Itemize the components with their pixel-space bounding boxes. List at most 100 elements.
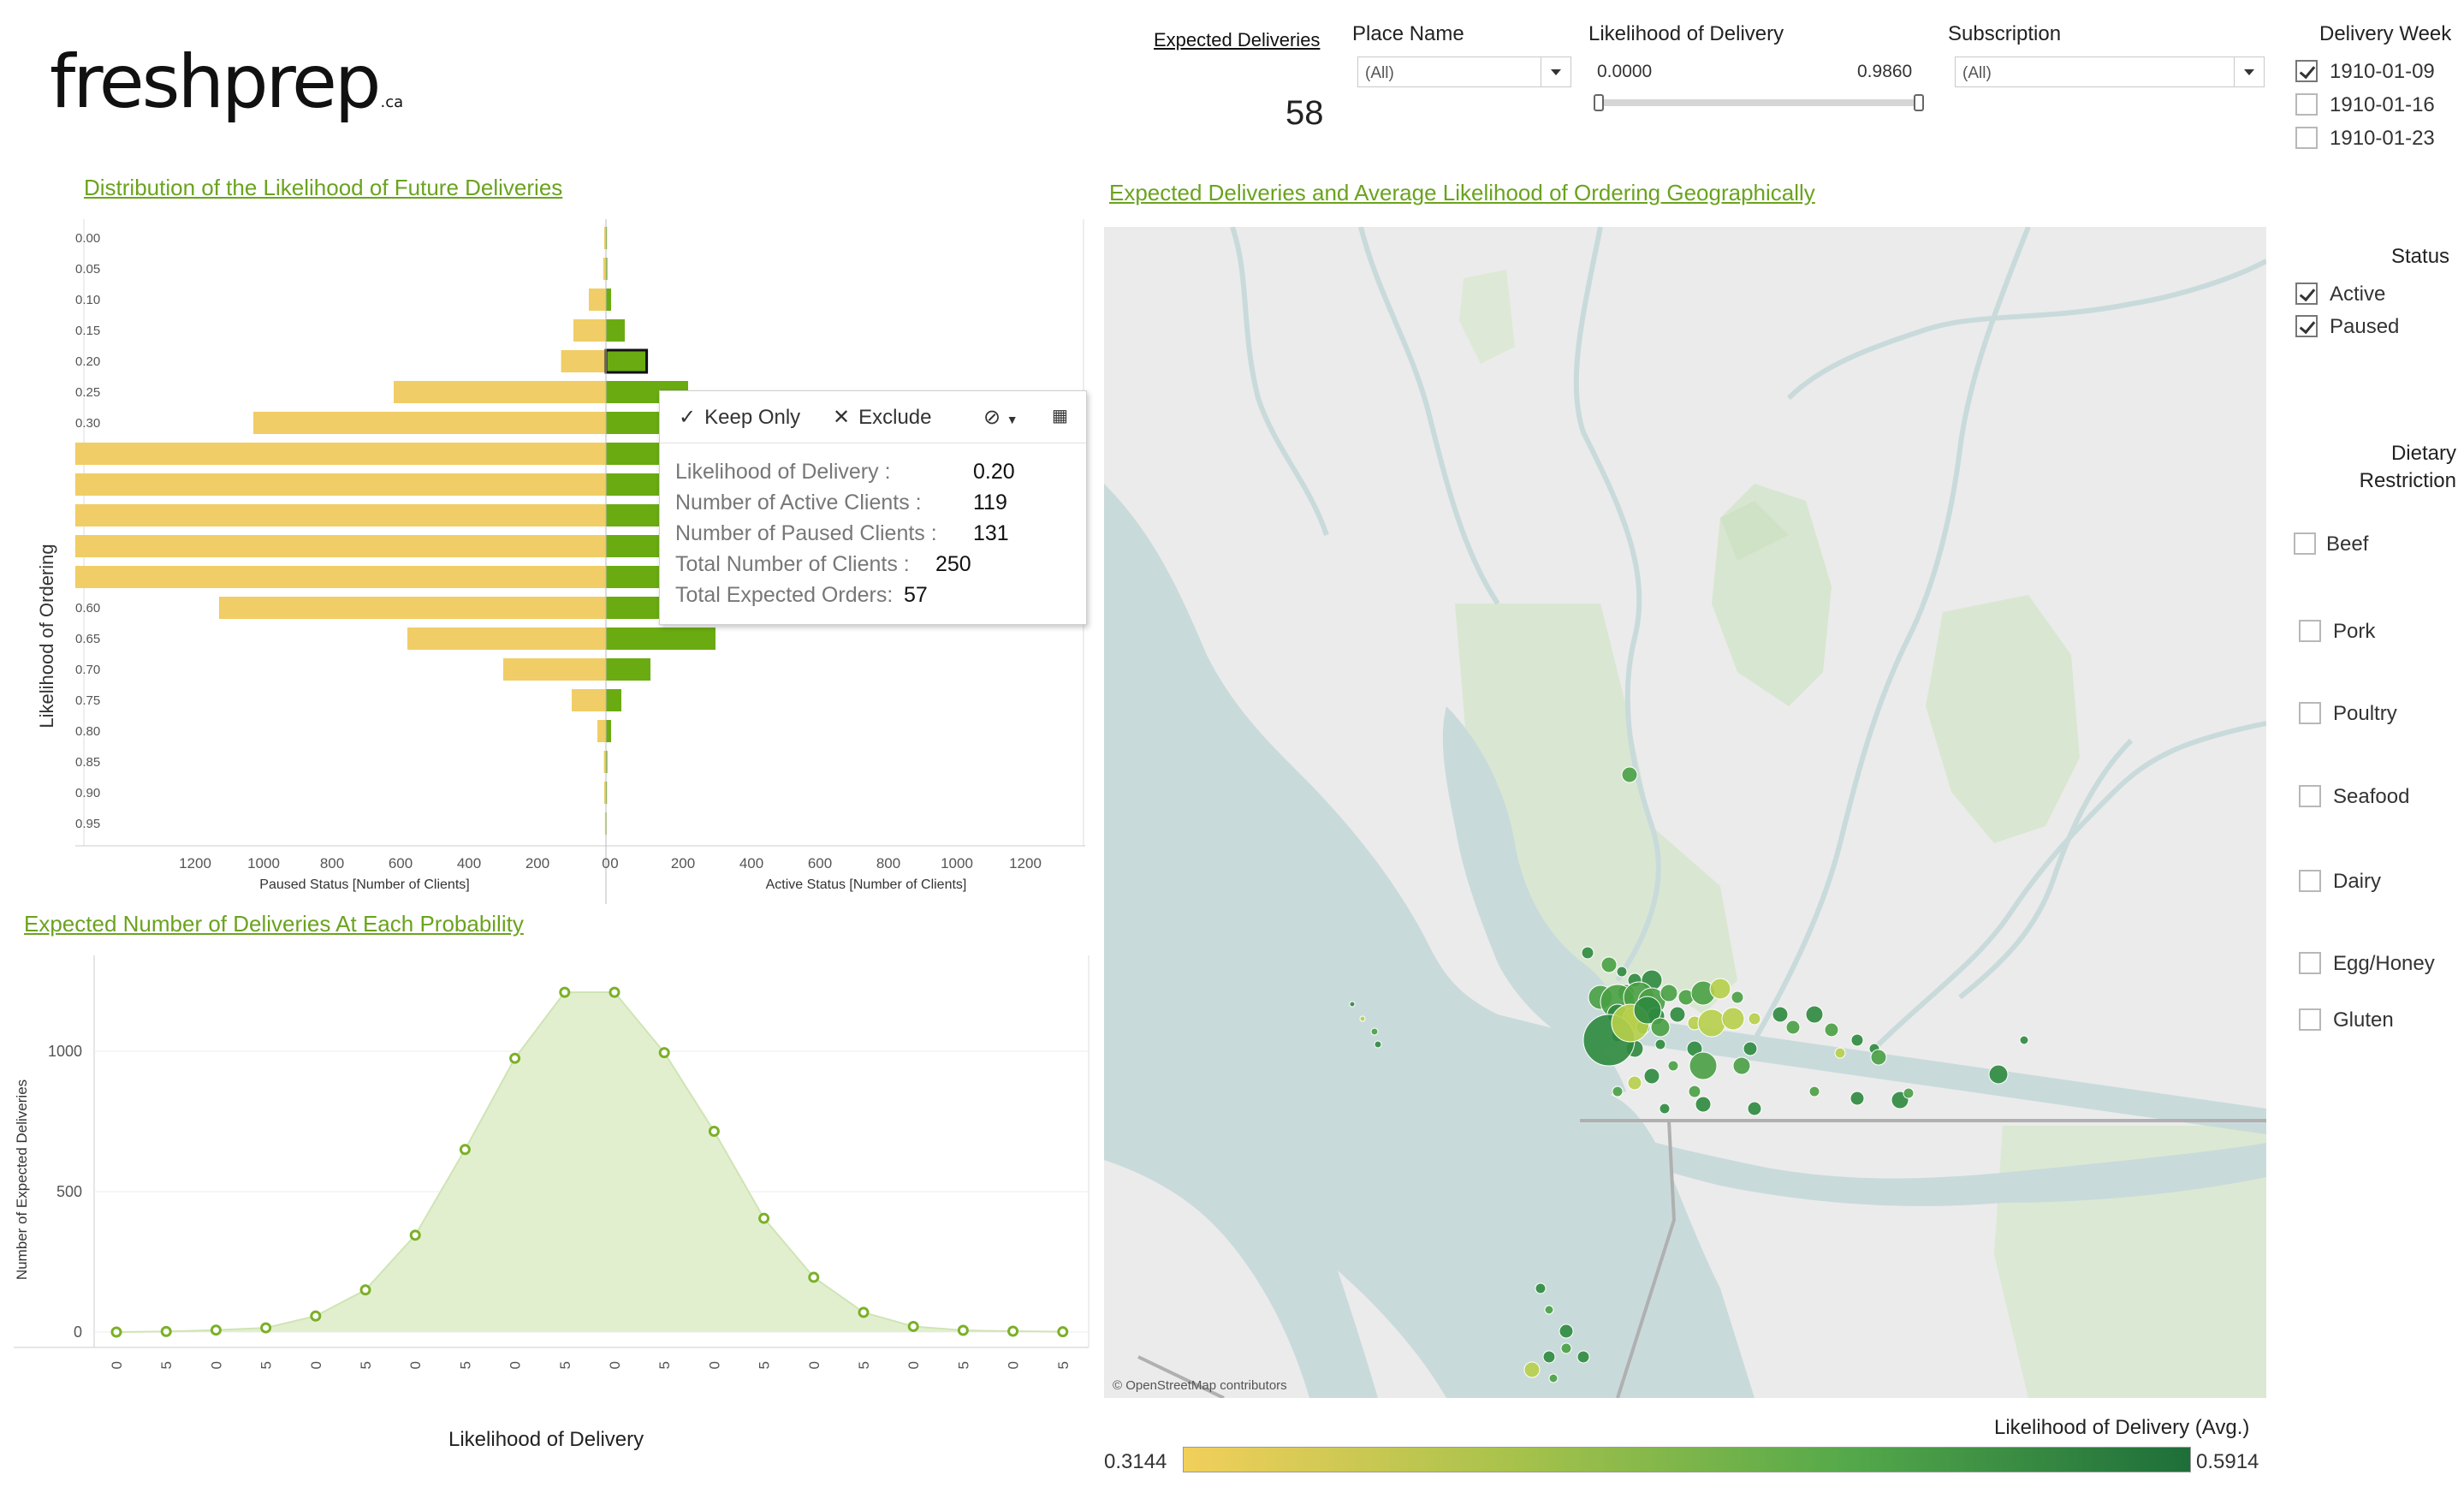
week-checkbox-1[interactable] (2295, 60, 2318, 82)
likelihood-min-value: 0.0000 (1597, 62, 1653, 81)
exp-point (808, 1271, 820, 1283)
likelihood-slider-min-handle[interactable] (1594, 94, 1604, 111)
check-icon: ✓ (679, 406, 697, 429)
map-canvas[interactable]: © OpenStreetMap contributors (1104, 227, 2266, 1398)
exclude-button[interactable]: ✕ Exclude (833, 405, 932, 430)
exp-x-tick: 0.35 (457, 1361, 473, 1370)
dist-x-tick-left: 1000 (247, 855, 280, 871)
map[interactable]: © OpenStreetMap contributors (1104, 227, 2266, 1398)
dietary-pork-label: Pork (2333, 620, 2376, 643)
dist-xlabel-left: Paused Status [Number of Clients] (259, 877, 469, 892)
dist-tick-label: 0.10 (75, 293, 100, 307)
place-name-dropdown[interactable]: (All) (1357, 57, 1571, 87)
map-point (1359, 1015, 1366, 1022)
view-data-button[interactable]: ▦ (1052, 405, 1068, 426)
week-label-1: 1910-01-09 (2330, 60, 2435, 83)
week-checkbox-2[interactable] (2295, 93, 2318, 116)
dist-tick-label: 0.20 (75, 354, 100, 369)
map-point (1616, 966, 1628, 978)
exp-x-tick: 0.40 (508, 1361, 524, 1370)
dietary-gluten-checkbox[interactable] (2299, 1008, 2321, 1031)
exp-x-tick: 0.00 (109, 1361, 125, 1370)
exp-point (758, 1212, 770, 1224)
active-bar (606, 689, 621, 711)
water-body (1442, 706, 1621, 1049)
dietary-poultry-label: Poultry (2333, 702, 2397, 725)
dietary-pork-checkbox[interactable] (2299, 620, 2321, 642)
exp-point (160, 1325, 172, 1337)
paused-bar (604, 227, 606, 249)
exp-x-tick: 0.10 (208, 1361, 224, 1370)
freshprep-logo: freshprep .ca (50, 39, 403, 125)
paused-bar (603, 258, 606, 280)
map-point (1808, 1086, 1820, 1097)
keep-only-button[interactable]: ✓ Keep Only (679, 405, 800, 430)
dist-x-tick-left: 0 (602, 855, 609, 871)
map-point (1824, 1022, 1839, 1038)
status-paused-label: Paused (2330, 315, 2400, 338)
distribution-chart[interactable]: 0.000.050.100.150.200.250.300.350.400.45… (75, 219, 1094, 904)
water-body (1104, 741, 1754, 1398)
dietary-dairy-checkbox[interactable] (2299, 870, 2321, 892)
map-point (1785, 1020, 1801, 1035)
expected-chart-title[interactable]: Expected Number of Deliveries At Each Pr… (24, 911, 524, 937)
dist-x-tick-left: 400 (457, 855, 481, 871)
exp-point (609, 986, 620, 998)
dist-x-tick-left: 600 (389, 855, 413, 871)
active-bar (606, 319, 625, 342)
dist-x-tick-right: 800 (876, 855, 900, 871)
exp-point (409, 1229, 421, 1241)
chevron-down-icon[interactable] (1541, 57, 1570, 86)
paused-bar (407, 628, 606, 650)
active-bar (606, 227, 608, 249)
exp-x-tick: 0.90 (1006, 1361, 1022, 1370)
map-point (1559, 1323, 1574, 1339)
dietary-beef-checkbox[interactable] (2294, 532, 2316, 555)
expected-xlabel: Likelihood of Delivery (448, 1428, 644, 1451)
dist-tick-label: 0.95 (75, 817, 100, 831)
map-points[interactable] (1349, 766, 2029, 1383)
tooltip-row-value: 0.20 (973, 460, 1015, 484)
dietary-gluten-label: Gluten (2333, 1008, 2394, 1032)
dietary-egg-honey-checkbox[interactable] (2299, 952, 2321, 974)
dietary-seafood-checkbox[interactable] (2299, 785, 2321, 807)
active-bar (606, 628, 715, 650)
status-title: Status (2391, 245, 2450, 268)
active-bar (606, 720, 611, 742)
dist-xlabel-right: Active Status [Number of Clients] (766, 877, 967, 892)
map-attribution: © OpenStreetMap contributors (1113, 1378, 1287, 1393)
exp-point (110, 1326, 122, 1338)
map-point (1903, 1087, 1915, 1099)
map-point (1659, 984, 1678, 1002)
chevron-down-icon: ▼ (1006, 413, 1018, 426)
map-point (1544, 1305, 1554, 1315)
expected-chart[interactable]: 0 500 1000 0.00 0.05 0.10 0.15 0.20 0.25 0.30 0.35… (14, 955, 1094, 1370)
map-point (1688, 1085, 1701, 1098)
week-checkbox-3[interactable] (2295, 127, 2318, 149)
dietary-poultry-checkbox[interactable] (2299, 702, 2321, 724)
map-point (1743, 1041, 1758, 1056)
status-active-checkbox[interactable] (2295, 283, 2318, 305)
rivers (1230, 227, 2266, 1051)
park-area (1926, 595, 2080, 843)
exp-x-tick: 0.55 (656, 1361, 673, 1370)
tooltip-row-value: 119 (973, 491, 1007, 515)
delivery-week-title: Delivery Week (2319, 22, 2452, 45)
dietary-beef-label: Beef (2326, 532, 2369, 556)
dist-tick-label: 0.80 (75, 724, 100, 739)
distribution-ylabel-wrap: Likelihood of Ordering (34, 544, 60, 728)
exp-x-tick: 0.20 (308, 1361, 324, 1370)
map-title[interactable]: Expected Deliveries and Average Likeliho… (1109, 180, 1815, 205)
subscription-dropdown[interactable]: (All) (1955, 57, 2265, 87)
tooltip-row-label: Number of Active Clients : (675, 491, 922, 515)
likelihood-slider-max-handle[interactable] (1914, 94, 1924, 111)
chevron-down-icon[interactable] (2234, 57, 2264, 86)
distribution-chart-title[interactable]: Distribution of the Likelihood of Future… (84, 175, 563, 200)
dist-x-tick-right: 1000 (941, 855, 973, 871)
expected-deliveries-label: Expected Deliveries (1154, 29, 1321, 51)
place-name-value: (All) (1365, 64, 1394, 82)
likelihood-slider-track[interactable] (1599, 99, 1921, 106)
group-members-button[interactable]: ⊘ ▼ (983, 405, 1018, 430)
tooltip-actions: ✓ Keep Only ✕ Exclude ⊘ ▼ ▦ (660, 391, 1086, 443)
status-paused-checkbox[interactable] (2295, 315, 2318, 337)
